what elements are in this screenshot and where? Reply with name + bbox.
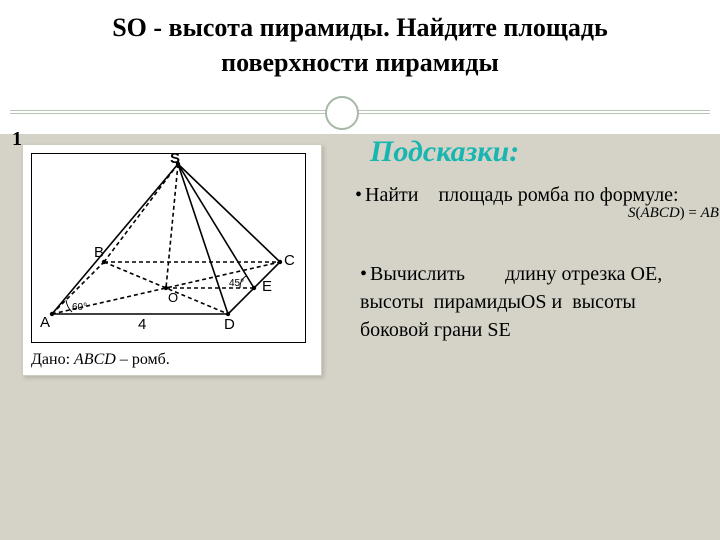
vertex-label-s: S [170,150,180,167]
vertex-label-b: B [94,244,104,261]
divider-line [10,113,710,114]
given-suffix: – ромб. [116,351,170,368]
hint-text-1: Найти площадь ромба по формуле: [365,184,679,206]
hint-text-2: Вычислить длину отрезка ОЕ, высоты пирам… [360,263,667,341]
hints-heading: Подсказки: [370,135,519,169]
divider-circle [325,96,359,130]
vertex-label-e: E [262,278,272,295]
divider-line [10,110,710,111]
geometry-figure: S A B C D E O 60° 45° 4 Дано: ABCD – ром… [22,144,322,376]
vertex-label-o: O [168,290,178,305]
vertex-label-c: C [284,252,295,269]
figure-frame: S A B C D E O 60° 45° 4 [31,153,306,343]
given-prefix: Дано: [31,351,74,368]
hint-item-2: •Вычислить длину отрезка ОЕ, высоты пира… [360,260,710,344]
formula-ab: AB [701,205,719,221]
base-length: 4 [138,316,146,333]
bullet-icon: • [360,260,370,288]
formula-arg: ABCD [641,205,680,221]
formula-eq: = [688,205,696,221]
angle-60: 60° [72,302,87,313]
area-formula: S(ABCD) = AB ● AD ● sin A [628,205,720,222]
given-text: Дано: ABCD – ромб. [31,351,170,369]
given-italic: ABCD [74,351,116,368]
vertex-label-d: D [224,316,235,333]
formula-func: S [628,205,636,221]
problem-number: 1 [12,128,22,151]
bullet-icon: • [355,182,365,209]
page-title: SO - высота пирамиды. Найдите площадь по… [0,10,720,80]
vertex-label-a: A [40,314,50,331]
pyramid-diagram [32,154,307,344]
angle-45: 45° [229,278,244,289]
